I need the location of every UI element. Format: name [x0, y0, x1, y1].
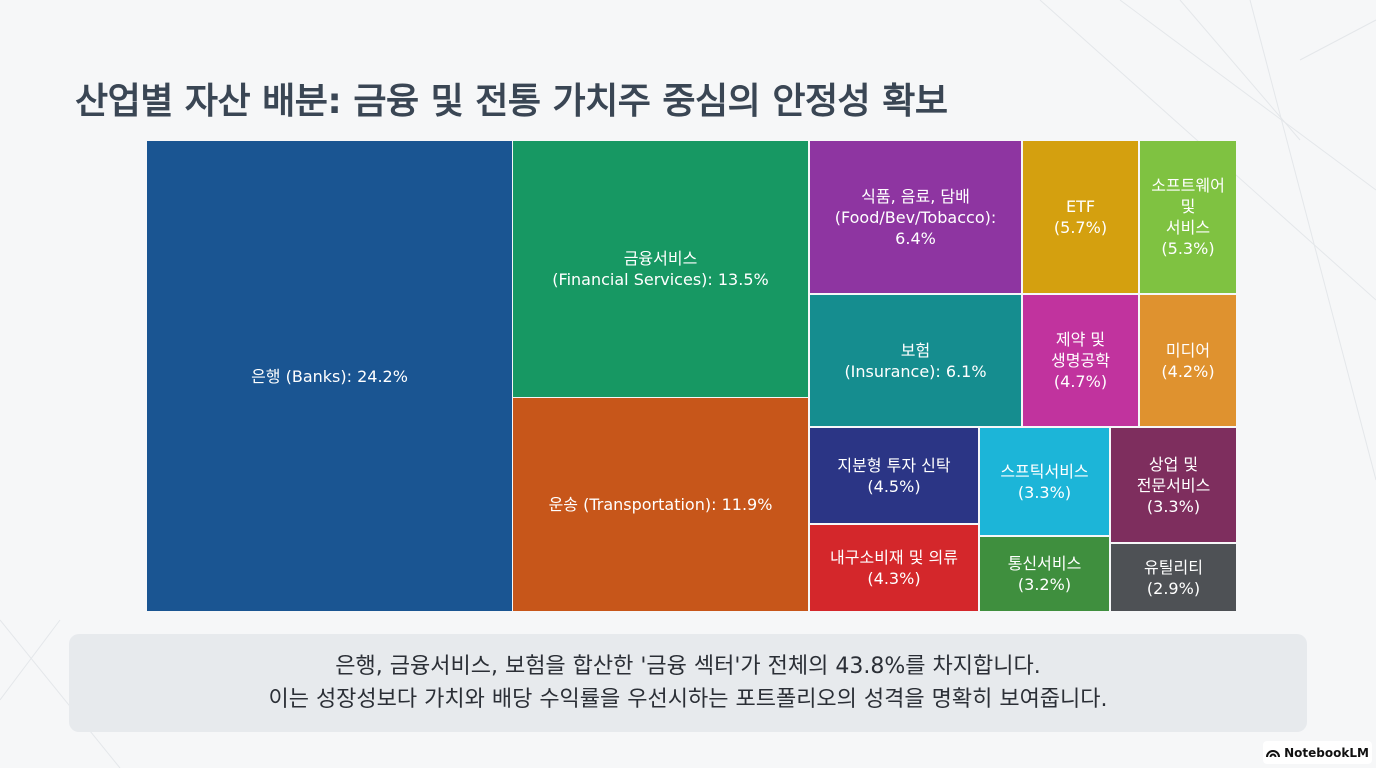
- tile-label-line: (4.3%): [867, 569, 921, 588]
- tile-label-line: (Insurance): 6.1%: [844, 361, 987, 381]
- tile-label-line: (3.3%): [1017, 482, 1072, 502]
- tile-label-line: 서비스: [1165, 218, 1211, 237]
- tile-label-line: (4.7%): [1053, 372, 1108, 391]
- notebooklm-badge: NotebookLM: [1263, 741, 1372, 764]
- tile-label-line: (Financial Services): 13.5%: [552, 270, 769, 289]
- tile-label-line: 제약 및: [1055, 330, 1106, 349]
- tile-label-line: 스프틱서비스: [1000, 461, 1089, 481]
- tile-label-line: (4.5%): [867, 476, 921, 496]
- tile-label-line: 생명공학: [1051, 351, 1110, 370]
- tile-label-line: (4.2%): [1161, 361, 1215, 381]
- tile-label-line: (3.2%): [1017, 575, 1072, 594]
- notebooklm-logo-icon: [1266, 749, 1281, 757]
- caption-box: 은행, 금융서비스, 보험을 합산한 '금융 섹터'가 전체의 43.8%를 차…: [69, 634, 1307, 732]
- tile-etf: ETF (5.7%): [1023, 141, 1138, 293]
- tile-commercial-services: 상업 및 전문서비스 (3.3%): [1111, 428, 1236, 542]
- slide-title: 산업별 자산 배분: 금융 및 전통 가치주 중심의 안정성 확보: [75, 81, 948, 122]
- tile-label-line: 지분형 투자 신탁: [837, 455, 951, 475]
- tile-label-line: 소프트웨어: [1151, 176, 1225, 195]
- tile-label-line: (Food/Bev/Tobacco):: [834, 207, 997, 227]
- tile-label-line: ETF: [1065, 197, 1096, 216]
- tile-label-line: 통신서비스: [1007, 554, 1082, 573]
- tile-label-line: 내구소비재 및 의류: [830, 548, 958, 567]
- tile-equity-reit: 지분형 투자 신탁 (4.5%): [810, 428, 978, 523]
- tile-specialty-services: 스프틱서비스 (3.3%): [980, 428, 1109, 535]
- caption-line-2: 이는 성장성보다 가치와 배당 수익률을 우선시하는 포트폴리오의 성격을 명확…: [268, 687, 1108, 712]
- tile-label-line: 유틸리티: [1144, 557, 1203, 577]
- tile-label-line: 6.4%: [895, 228, 936, 248]
- tile-label-line: (5.3%): [1161, 239, 1215, 258]
- tile-label-line: 운송 (Transportation): 11.9%: [548, 495, 773, 514]
- tile-label-line: 보험: [900, 340, 931, 360]
- tile-telecom: 통신서비스 (3.2%): [980, 537, 1109, 611]
- tile-label-line: 식품, 음료, 담배: [861, 186, 970, 206]
- tile-media: 미디어 (4.2%): [1140, 295, 1236, 426]
- tile-insurance: 보험 (Insurance): 6.1%: [810, 295, 1021, 426]
- tile-label-line: 은행 (Banks): 24.2%: [251, 366, 408, 386]
- tile-label-line: (3.3%): [1146, 496, 1201, 516]
- tile-label-line: (5.7%): [1053, 218, 1108, 237]
- tile-label-line: 상업 및: [1148, 454, 1199, 474]
- tile-banks: 은행 (Banks): 24.2%: [147, 141, 512, 611]
- tile-transportation: 운송 (Transportation): 11.9%: [513, 398, 808, 611]
- tile-label-line: 전문서비스: [1136, 475, 1211, 495]
- tile-financial-services: 금융서비스 (Financial Services): 13.5%: [513, 141, 808, 397]
- tile-label-line: (2.9%): [1146, 578, 1201, 598]
- tile-label-line: 및: [1180, 197, 1196, 216]
- tile-food-bev-tobacco: 식품, 음료, 담배 (Food/Bev/Tobacco): 6.4%: [810, 141, 1021, 293]
- tile-consumer-durables: 내구소비재 및 의류 (4.3%): [810, 525, 978, 611]
- badge-label: NotebookLM: [1284, 745, 1369, 760]
- caption-line-1: 은행, 금융서비스, 보험을 합산한 '금융 섹터'가 전체의 43.8%를 차…: [335, 654, 1041, 679]
- tile-label-line: 미디어: [1165, 340, 1211, 360]
- tile-label-line: 금융서비스: [623, 249, 698, 268]
- tile-utilities: 유틸리티 (2.9%): [1111, 544, 1236, 611]
